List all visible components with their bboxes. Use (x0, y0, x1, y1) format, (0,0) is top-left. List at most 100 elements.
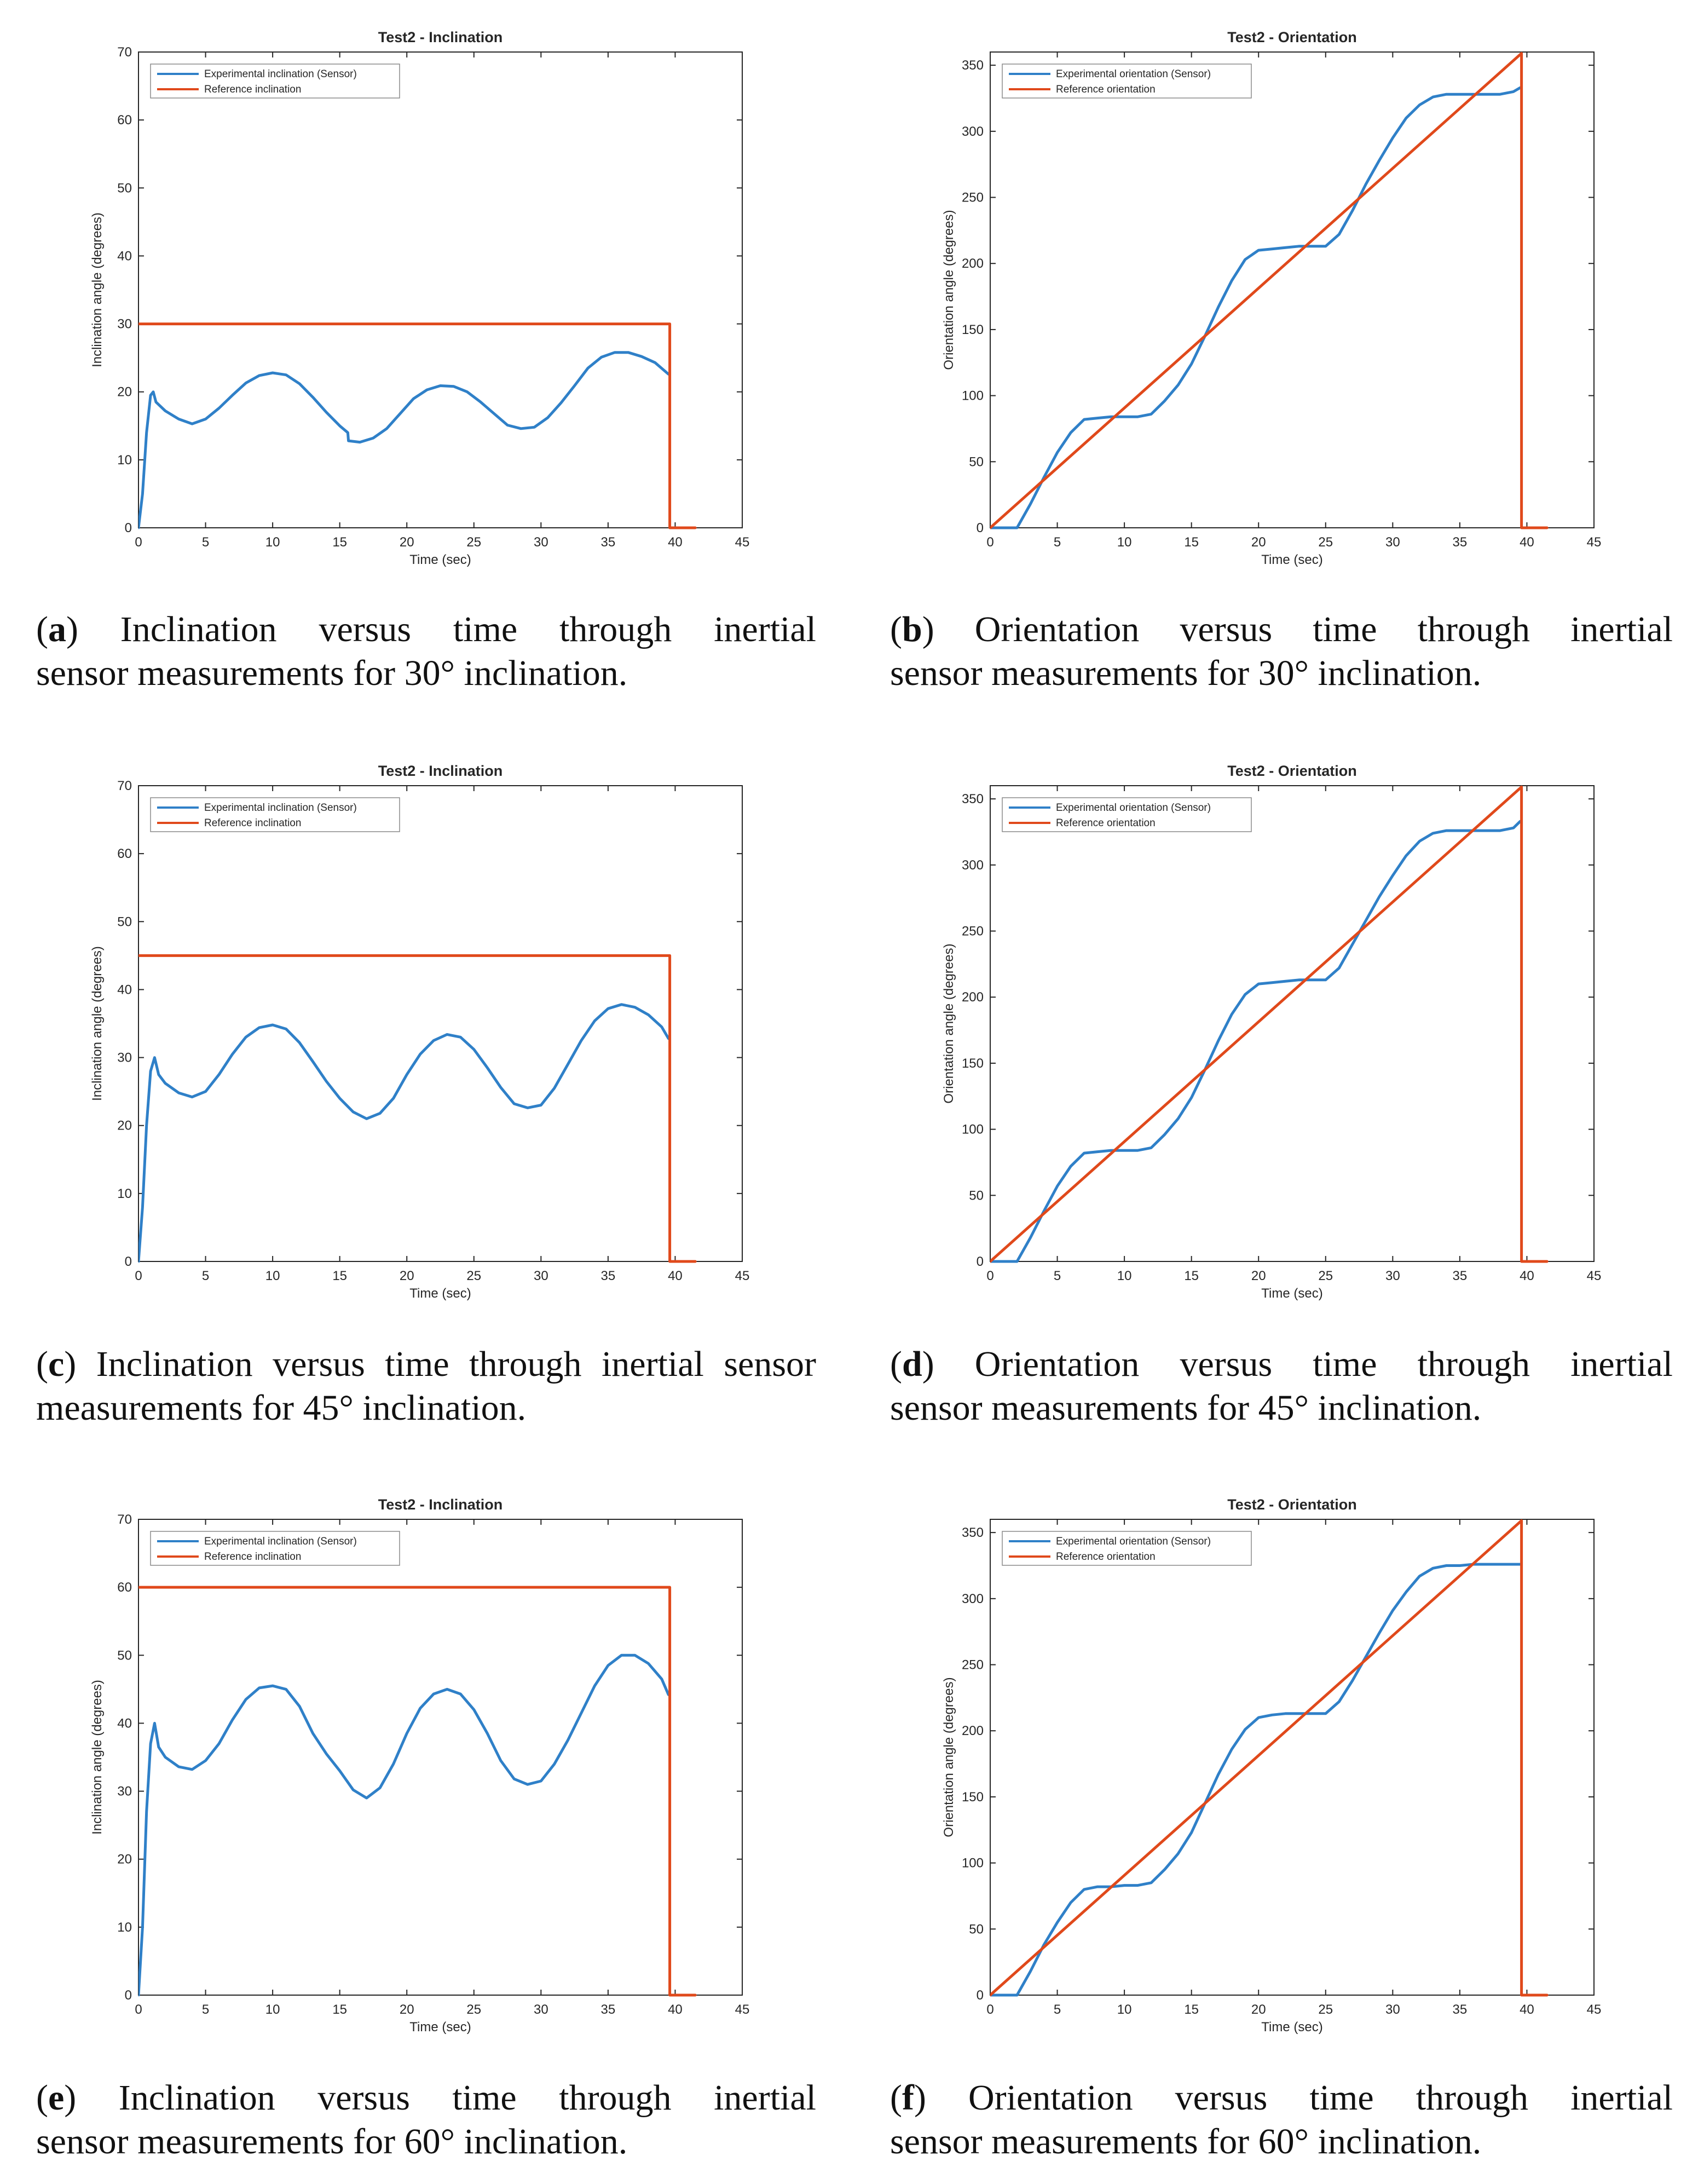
y-tick-label: 100 (962, 389, 984, 404)
caption-b: (b) Orientation versus time through iner… (890, 609, 1673, 649)
x-tick-label: 35 (1453, 535, 1468, 550)
panel-e: Test2 - Inclination 0 5 10 15 20 25 30 35 40 45 0 10… (0, 1467, 852, 2184)
caption-e: (e) Inclination versus time through iner… (36, 2078, 816, 2118)
y-tick-label: 10 (117, 1920, 132, 1935)
y-tick-label: 50 (969, 1188, 984, 1203)
legend-box (1002, 797, 1252, 832)
x-tick-label: 0 (986, 535, 993, 550)
x-tick-label: 45 (1587, 2002, 1602, 2017)
reference-series-line (138, 1586, 697, 1997)
caption-c: (c) Inclination versus time through iner… (36, 1344, 816, 1384)
x-tick-label: 30 (534, 535, 548, 550)
caption-letter: b (902, 609, 922, 649)
y-tick-label: 50 (969, 454, 984, 469)
legend-label: Reference orientation (1056, 1551, 1156, 1563)
x-tick-label: 40 (668, 1269, 683, 1283)
x-tick-label: 45 (735, 2002, 750, 2017)
legend-box (150, 1531, 400, 1566)
caption-f: (f) Orientation versus time through iner… (890, 2078, 1673, 2118)
y-tick-label: 300 (962, 858, 984, 873)
reference-series-line (990, 1519, 1549, 1997)
x-tick-label: 20 (400, 2002, 414, 2017)
y-tick-label: 100 (962, 1856, 984, 1871)
panel-d: Test2 - Orientation 0 5 10 15 20 25 30 35 40 45 0 50… (852, 734, 1704, 1462)
x-tick-label: 15 (332, 2002, 347, 2017)
x-tick-label: 5 (1054, 1269, 1061, 1283)
x-tick-label: 5 (1054, 2002, 1061, 2017)
x-tick-label: 0 (135, 1269, 142, 1283)
y-tick-label: 350 (962, 792, 984, 806)
legend-box (150, 64, 400, 99)
x-axis-label: Time (sec) (1261, 2020, 1322, 2035)
plot-frame (990, 1519, 1595, 1996)
legend-box (150, 797, 400, 832)
y-axis-label: Inclination angle (degrees) (90, 946, 105, 1101)
legend-label: Experimental orientation (Sensor) (1056, 802, 1211, 814)
caption-letter: f (902, 2078, 914, 2118)
y-tick-label: 200 (962, 1724, 984, 1738)
reference-series-line (138, 954, 697, 1263)
chart-d: Test2 - Orientation 0 5 10 15 20 25 30 35 40 45 0 50… (941, 763, 1601, 1301)
legend-label: Reference inclination (204, 817, 301, 829)
x-tick-label: 30 (534, 2002, 548, 2017)
x-tick-label: 30 (534, 1269, 548, 1283)
y-tick-label: 0 (977, 1254, 984, 1269)
x-tick-label: 35 (601, 2002, 616, 2017)
y-tick-label: 350 (962, 58, 984, 73)
plot-frame (990, 51, 1595, 528)
legend-label: Experimental inclination (Sensor) (204, 1536, 357, 1547)
caption-c-line2: measurements for 45° inclination. (36, 1388, 527, 1428)
y-tick-label: 10 (117, 453, 132, 468)
legend-label: Reference orientation (1056, 817, 1156, 829)
reference-series-line (990, 51, 1549, 529)
x-tick-label: 25 (466, 2002, 481, 2017)
y-tick-label: 150 (962, 1790, 984, 1805)
x-axis-label: Time (sec) (409, 2020, 471, 2035)
y-tick-label: 10 (117, 1186, 132, 1201)
x-axis-label: Time (sec) (409, 1286, 471, 1301)
caption-e-line2: sensor measurements for 60° inclination. (36, 2122, 628, 2162)
y-tick-label: 0 (977, 1988, 984, 2003)
x-tick-label: 40 (668, 2002, 683, 2017)
x-tick-label: 0 (986, 1269, 993, 1283)
y-tick-label: 250 (962, 1658, 984, 1673)
y-tick-label: 70 (117, 1512, 132, 1527)
y-tick-label: 50 (117, 181, 132, 195)
x-tick-label: 25 (1318, 2002, 1333, 2017)
legend-label: Experimental inclination (Sensor) (204, 802, 357, 814)
y-axis-label: Orientation angle (degrees) (941, 210, 956, 370)
x-tick-label: 5 (202, 535, 209, 550)
x-tick-label: 10 (265, 535, 280, 550)
caption-d: (d) Orientation versus time through iner… (890, 1344, 1673, 1384)
reference-series-line (138, 322, 697, 529)
caption-letter: e (48, 2078, 65, 2118)
reference-series-line (990, 785, 1549, 1263)
x-tick-label: 40 (1520, 535, 1534, 550)
y-tick-label: 40 (117, 1716, 132, 1731)
x-tick-label: 0 (986, 2002, 993, 2017)
x-tick-label: 10 (1117, 1269, 1132, 1283)
y-tick-label: 20 (117, 1852, 132, 1867)
experimental-series-line (138, 1003, 670, 1263)
y-axis-label: Inclination angle (degrees) (90, 212, 105, 367)
panel-f: Test2 - Orientation 0 5 10 15 20 25 30 35 40 45 0 50… (852, 1467, 1704, 2184)
x-tick-label: 20 (400, 1269, 414, 1283)
legend-label: Experimental orientation (Sensor) (1056, 68, 1211, 80)
y-axis-label: Orientation angle (degrees) (941, 1677, 956, 1837)
x-tick-label: 15 (332, 1269, 347, 1283)
legend-label: Experimental orientation (Sensor) (1056, 1536, 1211, 1547)
x-tick-label: 35 (601, 535, 616, 550)
y-tick-label: 100 (962, 1122, 984, 1137)
x-tick-label: 10 (265, 1269, 280, 1283)
y-tick-label: 70 (117, 779, 132, 793)
y-tick-label: 50 (969, 1922, 984, 1937)
x-tick-label: 30 (1385, 2002, 1400, 2017)
x-tick-label: 20 (1251, 535, 1266, 550)
caption-letter: d (902, 1344, 922, 1384)
legend-box (1002, 1531, 1252, 1566)
chart-f: Test2 - Orientation 0 5 10 15 20 25 30 35 40 45 0 50… (941, 1496, 1602, 2035)
y-axis-label: Orientation angle (degrees) (941, 943, 956, 1103)
x-tick-label: 0 (135, 535, 142, 550)
plot-frame (138, 785, 743, 1262)
chart-title: Test2 - Orientation (1227, 29, 1357, 45)
